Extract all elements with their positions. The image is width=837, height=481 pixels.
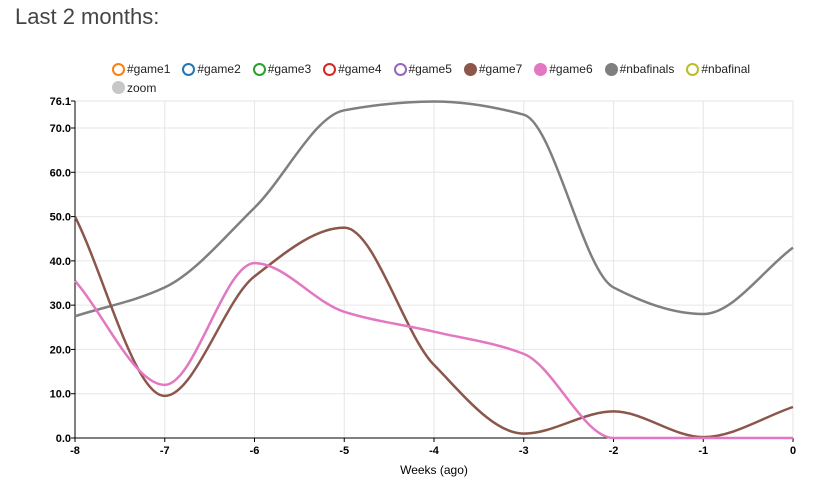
y-tick-label: 30.0 [50, 300, 71, 312]
legend-marker [252, 62, 266, 76]
legend-marker [182, 62, 196, 76]
legend-marker [323, 62, 337, 76]
legend-item[interactable]: #game4 [323, 60, 382, 78]
x-tick-label: -4 [429, 445, 440, 457]
x-tick-label: -1 [698, 445, 708, 457]
x-tick-label: -3 [519, 445, 529, 457]
legend-item[interactable]: #game5 [393, 60, 452, 78]
series-line-nbafinals [74, 100, 794, 318]
y-tick-label: 20.0 [50, 344, 71, 356]
legend-marker [112, 81, 125, 94]
x-tick-label: -5 [339, 445, 349, 457]
legend-label: #nbafinal [701, 62, 751, 76]
legend-item[interactable]: #nbafinals [604, 60, 675, 78]
legend-label: #game6 [549, 62, 593, 76]
legend-item[interactable]: #game6 [534, 60, 593, 78]
legend: #game1 #game2 #game3 #game4 #game5 #game7 #gam… [112, 60, 812, 97]
legend-label: #game2 [197, 62, 241, 76]
y-tick-label: 76.1 [50, 96, 71, 108]
legend-marker [463, 62, 477, 76]
x-tick-label: -2 [609, 445, 619, 457]
legend-label: #game3 [267, 62, 312, 76]
y-tick-label: 60.0 [50, 167, 71, 179]
legend-item[interactable]: #game1 [112, 60, 170, 78]
series-line-game6 [74, 261, 793, 440]
legend-label: #game5 [408, 62, 452, 76]
x-tick-label: -6 [250, 445, 260, 457]
x-tick-label: 0 [790, 445, 796, 457]
legend-marker [393, 62, 407, 76]
legend-item[interactable]: #game3 [252, 60, 312, 78]
series-line-game7 [73, 216, 794, 439]
legend-marker [686, 62, 700, 76]
legend-label: #game7 [478, 62, 523, 76]
x-tick-label: -8 [70, 445, 80, 457]
legend-label: zoom [127, 80, 157, 95]
legend-marker [534, 62, 548, 76]
legend-item[interactable]: #game2 [182, 60, 241, 78]
chart-title: Last 2 months: [15, 4, 160, 29]
legend-item[interactable]: #game7 [463, 60, 523, 78]
y-tick-label: 10.0 [50, 389, 71, 401]
legend-label: #nbafinals [619, 62, 675, 76]
y-tick-label: 70.0 [50, 123, 71, 135]
legend-label: #game1 [127, 62, 171, 76]
x-axis-title: Weeks (ago) [400, 463, 468, 477]
y-tick-label: 40.0 [50, 256, 71, 268]
legend-marker [604, 62, 618, 76]
legend-item[interactable]: zoom [112, 79, 156, 97]
x-tick-label: -7 [160, 445, 170, 457]
y-tick-label: 50.0 [50, 212, 71, 224]
legend-item[interactable]: #nbafinal [686, 60, 750, 78]
y-tick-label: 0.0 [56, 433, 71, 445]
legend-marker [112, 62, 125, 76]
legend-label: #game4 [338, 62, 382, 76]
